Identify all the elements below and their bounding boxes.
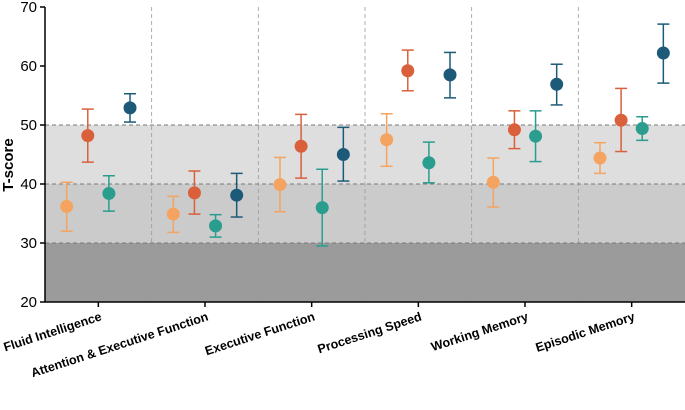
error-bar-group xyxy=(656,23,670,84)
error-bar-group xyxy=(529,110,543,163)
data-point xyxy=(529,129,543,143)
data-point xyxy=(273,178,287,192)
data-point xyxy=(550,77,564,91)
data-point xyxy=(486,175,500,189)
x-tick-label: Attention & Executive Function xyxy=(29,310,210,381)
data-point xyxy=(166,207,180,221)
y-tick-label: 30 xyxy=(20,235,37,252)
data-point xyxy=(635,122,649,136)
error-bar-group xyxy=(401,49,415,92)
data-point xyxy=(294,139,308,153)
error-bar-group xyxy=(123,92,137,123)
error-bar-group xyxy=(230,172,244,218)
data-point xyxy=(230,188,244,202)
error-bar-group xyxy=(81,108,95,163)
data-point xyxy=(614,113,628,127)
error-bar-group xyxy=(273,156,287,213)
error-bar-group xyxy=(550,63,564,106)
error-bar-group xyxy=(209,213,223,238)
error-bar-group xyxy=(315,168,329,247)
data-point xyxy=(315,201,329,215)
data-point xyxy=(401,64,415,78)
y-tick-label: 50 xyxy=(20,117,37,134)
x-tick-label: Executive Function xyxy=(203,310,316,359)
error-bar-group xyxy=(507,110,521,150)
error-bar-group xyxy=(635,115,649,142)
data-point xyxy=(507,123,521,137)
error-bar-group xyxy=(166,195,180,234)
error-bar-group xyxy=(294,113,308,179)
error-bar-group xyxy=(60,181,74,232)
error-bar-group xyxy=(336,126,350,182)
y-tick-label: 60 xyxy=(20,58,37,75)
axes-layer xyxy=(40,6,685,307)
marks-layer xyxy=(60,23,670,247)
y-tick-label: 70 xyxy=(20,0,37,16)
error-bar-group xyxy=(486,157,500,208)
data-point xyxy=(187,186,201,200)
error-bar-group xyxy=(380,113,394,168)
error-bar-group xyxy=(187,170,201,215)
data-point xyxy=(336,148,350,161)
band-20-30 xyxy=(45,243,685,302)
data-point xyxy=(123,101,137,115)
y-tick-label: 40 xyxy=(20,176,37,193)
x-tick-label: Working Memory xyxy=(429,310,530,355)
y-axis-title: T-score xyxy=(0,138,17,191)
data-point xyxy=(102,186,116,200)
x-tick-label: Episodic Memory xyxy=(534,310,637,355)
data-point xyxy=(60,199,74,213)
data-point xyxy=(593,151,607,165)
error-bar-group xyxy=(422,141,436,184)
error-bar-group xyxy=(443,51,457,99)
error-bar-group xyxy=(593,141,607,175)
data-point xyxy=(656,46,670,60)
x-tick-label: Processing Speed xyxy=(316,310,423,357)
y-tick-label: 20 xyxy=(20,294,37,311)
error-bar-group xyxy=(102,174,116,212)
error-bar-group xyxy=(614,87,628,153)
data-point xyxy=(380,133,394,147)
data-point xyxy=(81,129,95,143)
data-point xyxy=(443,68,457,82)
grid-layer xyxy=(45,7,685,302)
data-point xyxy=(422,156,436,170)
data-point xyxy=(209,219,223,233)
